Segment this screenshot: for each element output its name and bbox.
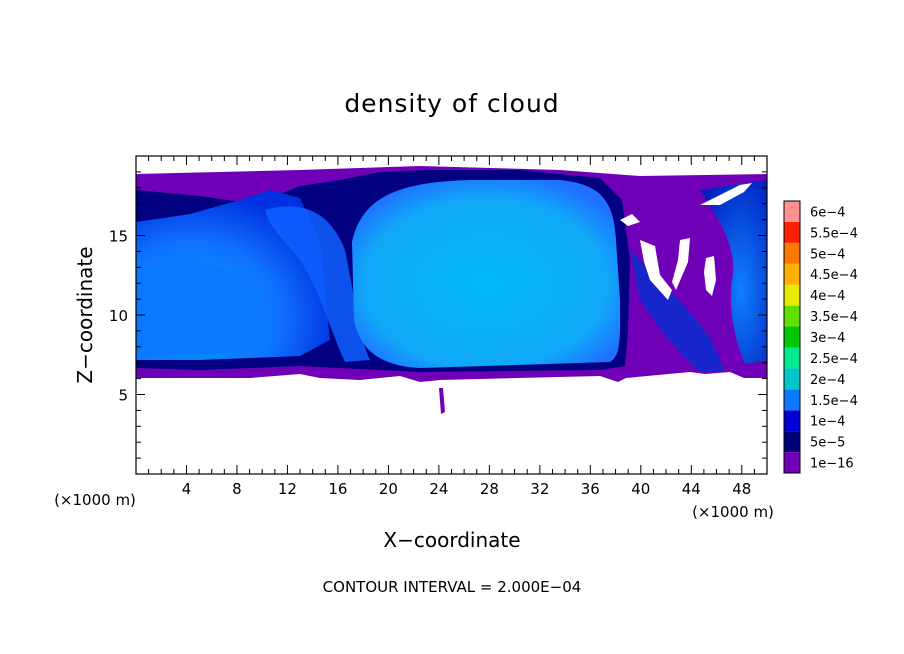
- colorbar-label: 4.5e−4: [810, 268, 858, 283]
- colorbar-swatch: [784, 431, 800, 453]
- colorbar-swatch: [784, 221, 800, 243]
- y-axis-label: Z−coordinate: [73, 246, 97, 383]
- x-axis: 4 8 12 16 20 24 28 32 36 40 44 48: [148, 156, 755, 498]
- colorbar-label: 4e−4: [810, 289, 845, 304]
- x-unit-left: (×1000 m): [54, 491, 136, 509]
- y-tick-label: 15: [109, 228, 128, 246]
- y-tick-label: 5: [118, 387, 128, 405]
- x-tick-label: 16: [328, 480, 347, 498]
- x-tick-label: 4: [182, 480, 192, 498]
- colorbar-label: 5e−5: [810, 436, 845, 451]
- x-tick-label: 8: [232, 480, 242, 498]
- colorbar-label: 2e−4: [810, 373, 845, 388]
- y-axis: 5 10 15: [109, 171, 767, 459]
- colorbar-label: 5e−4: [810, 247, 845, 262]
- colorbar-swatch: [784, 452, 800, 473]
- colorbar-label: 5.5e−4: [810, 226, 858, 241]
- colorbar-swatch: [784, 201, 800, 222]
- colorbar-label: 1e−4: [810, 415, 845, 430]
- colorbar: 1e−16 5e−5 1e−4 1.5e−4 2e−4 2.5e−4 3e−4 3.5e−4 4…: [783, 200, 858, 474]
- y-tick-label: 10: [109, 307, 128, 325]
- colorbar-label: 2.5e−4: [810, 352, 858, 367]
- x-tick-label: 20: [379, 480, 398, 498]
- x-tick-label: 44: [682, 480, 701, 498]
- colorbar-swatch: [784, 347, 800, 369]
- colorbar-label: 6e−4: [810, 205, 845, 220]
- x-tick-label: 24: [429, 480, 448, 498]
- chart-title: density of cloud: [344, 89, 559, 118]
- colorbar-swatch: [784, 410, 800, 432]
- x-tick-label: 12: [278, 480, 297, 498]
- colorbar-label: 1e−16: [810, 457, 854, 472]
- colorbar-swatch: [784, 389, 800, 411]
- colorbar-swatch: [784, 305, 800, 327]
- colorbar-label: 3.5e−4: [810, 310, 858, 325]
- colorbar-swatch: [784, 263, 800, 285]
- contour-interval-note: CONTOUR INTERVAL = 2.000E−04: [323, 578, 582, 596]
- colorbar-label: 1.5e−4: [810, 394, 858, 409]
- x-tick-label: 28: [480, 480, 499, 498]
- x-unit-right: (×1000 m): [692, 503, 774, 521]
- density-field: [136, 166, 767, 414]
- x-tick-label: 32: [530, 480, 549, 498]
- colorbar-label: 3e−4: [810, 331, 845, 346]
- x-tick-label: 40: [631, 480, 650, 498]
- colorbar-swatch: [784, 242, 800, 264]
- colorbar-swatch: [784, 326, 800, 348]
- colorbar-frame: [783, 200, 801, 474]
- x-axis-label: X−coordinate: [383, 528, 520, 552]
- x-tick-label: 36: [581, 480, 600, 498]
- colorbar-swatch: [784, 368, 800, 390]
- x-tick-label: 48: [732, 480, 751, 498]
- colorbar-swatch: [784, 284, 800, 306]
